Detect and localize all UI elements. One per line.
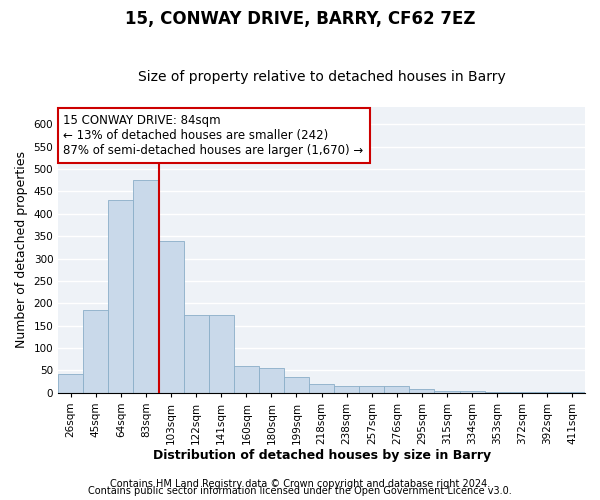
Title: Size of property relative to detached houses in Barry: Size of property relative to detached ho… bbox=[138, 70, 505, 85]
Bar bbox=[158, 240, 184, 393]
Bar bbox=[485, 392, 510, 393]
Bar bbox=[234, 366, 259, 393]
Text: Contains public sector information licensed under the Open Government Licence v3: Contains public sector information licen… bbox=[88, 486, 512, 496]
Bar bbox=[535, 392, 560, 393]
Bar bbox=[385, 386, 409, 393]
Bar bbox=[334, 386, 359, 393]
Bar bbox=[359, 386, 385, 393]
Bar bbox=[58, 374, 83, 393]
Bar bbox=[284, 377, 309, 393]
Bar bbox=[259, 368, 284, 393]
Bar bbox=[109, 200, 133, 393]
Text: 15, CONWAY DRIVE, BARRY, CF62 7EZ: 15, CONWAY DRIVE, BARRY, CF62 7EZ bbox=[125, 10, 475, 28]
Bar bbox=[460, 392, 485, 393]
Text: Contains HM Land Registry data © Crown copyright and database right 2024.: Contains HM Land Registry data © Crown c… bbox=[110, 479, 490, 489]
Text: 15 CONWAY DRIVE: 84sqm
← 13% of detached houses are smaller (242)
87% of semi-de: 15 CONWAY DRIVE: 84sqm ← 13% of detached… bbox=[64, 114, 364, 156]
X-axis label: Distribution of detached houses by size in Barry: Distribution of detached houses by size … bbox=[152, 450, 491, 462]
Y-axis label: Number of detached properties: Number of detached properties bbox=[15, 151, 28, 348]
Bar bbox=[560, 392, 585, 393]
Bar bbox=[184, 314, 209, 393]
Bar bbox=[83, 310, 109, 393]
Bar bbox=[434, 391, 460, 393]
Bar bbox=[133, 180, 158, 393]
Bar bbox=[309, 384, 334, 393]
Bar bbox=[209, 314, 234, 393]
Bar bbox=[409, 389, 434, 393]
Bar bbox=[510, 392, 535, 393]
